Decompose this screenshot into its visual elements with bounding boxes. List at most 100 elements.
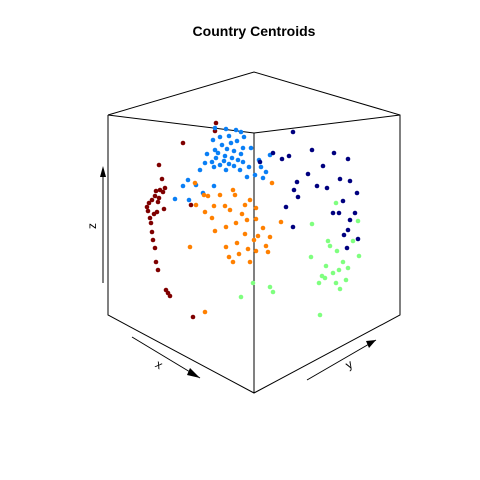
data-point bbox=[253, 248, 259, 254]
data-point bbox=[238, 129, 244, 135]
data-point bbox=[340, 259, 346, 265]
data-point bbox=[180, 183, 186, 189]
series-dark_red bbox=[144, 120, 219, 320]
data-point bbox=[147, 215, 153, 221]
data-point bbox=[226, 254, 232, 260]
data-point bbox=[152, 245, 158, 251]
data-point bbox=[260, 175, 266, 181]
data-point bbox=[250, 280, 256, 286]
data-point bbox=[333, 200, 339, 206]
data-point bbox=[165, 290, 171, 296]
data-point bbox=[144, 204, 150, 210]
data-point bbox=[258, 164, 264, 170]
data-point bbox=[209, 159, 215, 165]
data-point bbox=[202, 209, 208, 215]
data-point bbox=[352, 210, 358, 216]
data-point bbox=[247, 197, 253, 203]
data-point bbox=[193, 202, 199, 208]
data-point bbox=[224, 146, 230, 152]
data-point bbox=[223, 126, 229, 132]
data-point bbox=[255, 233, 261, 239]
series-green bbox=[238, 200, 362, 318]
data-point bbox=[344, 245, 350, 251]
data-point bbox=[340, 198, 346, 204]
data-point bbox=[324, 185, 330, 191]
data-point bbox=[212, 125, 218, 131]
data-point bbox=[226, 133, 232, 139]
data-point bbox=[331, 150, 337, 156]
data-point bbox=[316, 280, 322, 286]
data-point bbox=[180, 140, 186, 146]
data-point bbox=[242, 202, 248, 208]
data-point bbox=[149, 197, 155, 203]
data-point bbox=[305, 171, 311, 177]
data-point bbox=[241, 134, 247, 140]
data-point bbox=[347, 178, 353, 184]
data-point bbox=[252, 172, 258, 178]
data-point bbox=[202, 160, 208, 166]
data-point bbox=[290, 129, 296, 135]
data-point bbox=[337, 286, 343, 292]
data-point bbox=[239, 211, 245, 217]
data-point bbox=[213, 155, 219, 161]
data-point bbox=[152, 193, 158, 199]
data-point bbox=[211, 203, 217, 209]
data-point bbox=[231, 148, 237, 154]
data-point bbox=[230, 187, 236, 193]
data-point bbox=[150, 237, 156, 243]
data-point bbox=[190, 314, 196, 320]
data-point bbox=[153, 259, 159, 265]
data-point bbox=[212, 147, 218, 153]
data-point bbox=[228, 140, 234, 146]
data-point bbox=[253, 205, 259, 211]
data-point bbox=[217, 134, 223, 140]
data-point bbox=[156, 162, 162, 168]
data-point bbox=[247, 259, 253, 265]
data-point bbox=[233, 220, 239, 226]
data-point bbox=[309, 147, 315, 153]
data-point bbox=[160, 189, 166, 195]
x-axis-label: x bbox=[153, 357, 165, 372]
data-point bbox=[204, 151, 210, 157]
data-point bbox=[257, 159, 263, 165]
data-point bbox=[235, 157, 241, 163]
data-point bbox=[209, 215, 215, 221]
data-point bbox=[212, 228, 218, 234]
data-point bbox=[325, 238, 331, 244]
data-point bbox=[279, 156, 285, 162]
data-point bbox=[227, 207, 233, 213]
data-point bbox=[188, 202, 194, 208]
data-point bbox=[343, 277, 349, 283]
data-point bbox=[350, 238, 356, 244]
data-point bbox=[159, 176, 165, 182]
data-point bbox=[270, 150, 276, 156]
data-point bbox=[148, 220, 154, 226]
data-point bbox=[355, 236, 361, 242]
data-point bbox=[186, 197, 192, 203]
data-point bbox=[244, 217, 250, 223]
data-point bbox=[155, 267, 161, 273]
data-point bbox=[172, 196, 178, 202]
data-point bbox=[223, 224, 229, 230]
series-blue bbox=[172, 125, 273, 203]
data-point bbox=[210, 137, 216, 143]
data-point bbox=[309, 221, 315, 227]
data-point bbox=[202, 309, 208, 315]
data-point bbox=[336, 267, 342, 273]
data-point bbox=[269, 180, 275, 186]
data-point bbox=[222, 153, 228, 159]
y-axis-label: y bbox=[343, 357, 355, 372]
data-point bbox=[314, 183, 320, 189]
data-point bbox=[333, 280, 339, 286]
data-point bbox=[327, 243, 333, 249]
data-point bbox=[240, 145, 246, 151]
z-axis-label: z bbox=[85, 223, 99, 229]
data-point bbox=[236, 251, 242, 257]
data-point bbox=[217, 192, 223, 198]
data-point bbox=[246, 164, 252, 170]
data-point bbox=[233, 127, 239, 133]
data-point bbox=[162, 185, 168, 191]
data-point bbox=[355, 218, 361, 224]
data-point bbox=[242, 231, 248, 237]
